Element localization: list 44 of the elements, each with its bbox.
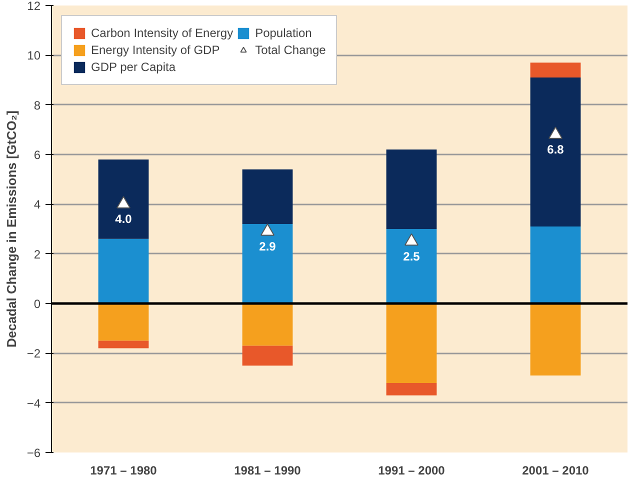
- bar: [530, 78, 581, 227]
- bar: [242, 224, 293, 304]
- point: [116, 196, 130, 208]
- data-label: 6.8: [547, 142, 564, 157]
- y-tick-label: 10: [27, 48, 41, 63]
- bar: [530, 62, 581, 78]
- bar: [386, 382, 437, 396]
- bar: [98, 238, 149, 304]
- y-tick-label: 0: [34, 297, 41, 311]
- bar: [242, 169, 293, 224]
- legend-label: GDP per Capita: [91, 60, 176, 74]
- y-tick-label: 4: [34, 198, 41, 212]
- y-axis-title: Decadal Change in Emissions [GtCO₂]: [4, 110, 19, 348]
- y-tick-label: 2: [34, 247, 41, 262]
- x-tick-label: 1991 – 2000: [378, 464, 446, 478]
- bar: [242, 346, 293, 366]
- legend-label: Total Change: [255, 43, 326, 57]
- bar: [98, 159, 149, 239]
- bar: [386, 150, 437, 229]
- y-tick-label: −4: [26, 396, 41, 410]
- legend-label: Population: [255, 26, 312, 40]
- bar: [386, 304, 437, 383]
- legend-label: Carbon Intensity of Energy: [91, 26, 234, 40]
- y-tick-label: −2: [26, 346, 41, 361]
- bar: [98, 340, 149, 348]
- bar: [242, 304, 293, 346]
- y-tick-label: −6: [26, 446, 41, 460]
- x-tick-label: 2001 – 2010: [522, 464, 590, 478]
- x-tick-label: 1981 – 1990: [234, 464, 302, 478]
- x-tick-label: 1971 – 1980: [90, 464, 158, 478]
- y-tick-label: 8: [34, 98, 41, 112]
- data-label: 4.0: [115, 212, 132, 226]
- point: [404, 233, 418, 246]
- y-tick-label: 12: [27, 0, 41, 13]
- bar: [530, 304, 581, 376]
- y-tick-label: 6: [34, 148, 41, 162]
- bar: [530, 226, 581, 304]
- data-label: 2.5: [403, 249, 420, 264]
- data-label: 2.9: [259, 239, 276, 254]
- bar: [98, 304, 149, 341]
- point: [548, 126, 562, 139]
- point: [260, 223, 274, 236]
- legend-label: Energy Intensity of GDP: [91, 43, 220, 57]
- bar: [386, 229, 437, 304]
